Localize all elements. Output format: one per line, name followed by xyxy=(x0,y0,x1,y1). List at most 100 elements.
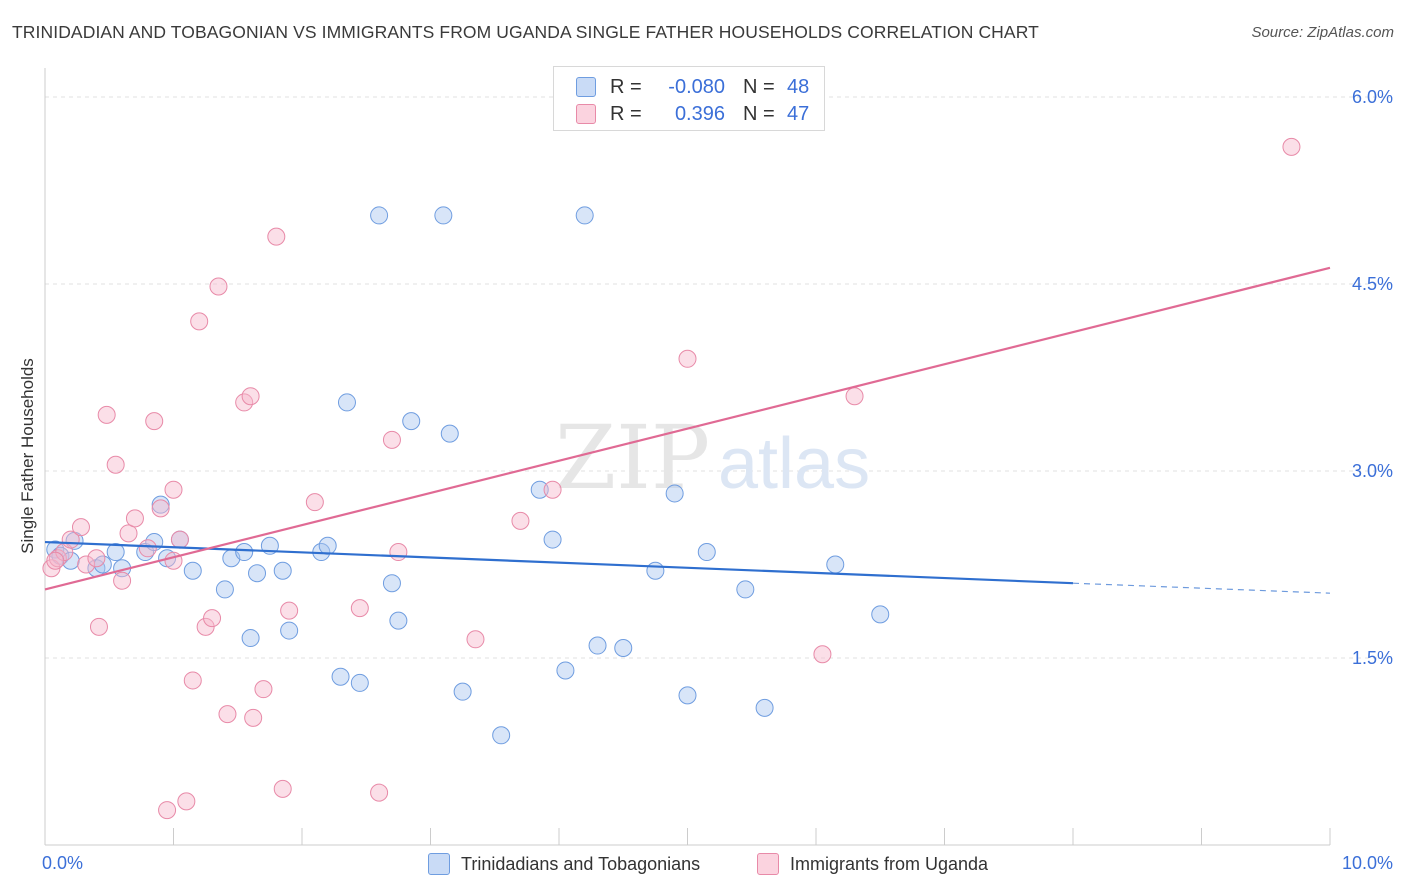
point-uganda xyxy=(218,705,237,724)
point-uganda xyxy=(151,499,170,518)
r-value: -0.080 xyxy=(668,75,725,98)
point-trinidad xyxy=(331,667,350,686)
point-trinidad xyxy=(492,726,511,745)
point-uganda xyxy=(77,555,96,574)
correlation-legend: R = -0.080 N = 48 R = 0.396 N = 47 xyxy=(553,66,825,131)
point-uganda xyxy=(678,349,697,368)
watermark: ZIP atlas xyxy=(555,406,870,509)
point-trinidad xyxy=(440,424,459,443)
point-trinidad xyxy=(183,561,202,580)
legend-label-uganda: Immigrants from Uganda xyxy=(790,853,989,874)
watermark-atlas: atlas xyxy=(718,424,870,504)
point-uganda xyxy=(71,518,90,537)
point-uganda xyxy=(158,801,177,820)
n-value: 48 xyxy=(787,75,810,98)
point-trinidad xyxy=(614,639,633,658)
legend-row-uganda: R = 0.396 N = 47 xyxy=(576,102,809,126)
x-tick-label: 0.0% xyxy=(42,853,83,873)
point-uganda xyxy=(119,524,138,543)
point-uganda xyxy=(106,455,125,474)
point-trinidad xyxy=(826,555,845,574)
point-trinidad xyxy=(389,611,408,630)
point-uganda xyxy=(382,430,401,449)
point-uganda xyxy=(254,680,273,699)
trendline-trinidad-extension xyxy=(1072,582,1331,594)
point-uganda xyxy=(370,783,389,802)
point-trinidad xyxy=(556,661,575,680)
r-label: R = xyxy=(610,75,642,98)
point-uganda xyxy=(164,480,183,499)
point-uganda xyxy=(813,645,832,664)
r-label: R = xyxy=(610,102,642,125)
point-trinidad xyxy=(215,580,234,599)
point-trinidad xyxy=(370,206,389,225)
bottom-legend-uganda: Immigrants from Uganda xyxy=(757,852,988,876)
tick-labels: 1.5% 3.0% 4.5% 6.0% 0.0% 10.0% xyxy=(42,87,1393,873)
point-trinidad xyxy=(382,574,401,593)
point-uganda xyxy=(267,227,286,246)
point-trinidad xyxy=(248,564,267,583)
point-trinidad xyxy=(151,495,170,514)
trendline-trinidad xyxy=(44,540,1074,585)
point-trinidad xyxy=(575,206,594,225)
point-uganda xyxy=(177,792,196,811)
legend-label-trinidad: Trinidadians and Tobagonians xyxy=(461,853,701,874)
point-uganda xyxy=(113,571,132,590)
point-trinidad xyxy=(434,206,453,225)
y-axis-label: Single Father Households xyxy=(18,358,37,554)
point-trinidad xyxy=(280,621,299,640)
point-trinidad xyxy=(241,629,260,648)
x-tick-label: 10.0% xyxy=(1342,853,1393,873)
point-uganda xyxy=(190,312,209,331)
point-uganda xyxy=(244,708,263,727)
point-trinidad xyxy=(350,673,369,692)
point-trinidad xyxy=(235,543,254,562)
y-tick-label: 3.0% xyxy=(1352,461,1393,481)
point-uganda xyxy=(273,779,292,798)
legend-swatch-pink xyxy=(576,104,596,124)
y-tick-label: 1.5% xyxy=(1352,648,1393,668)
point-trinidad xyxy=(530,480,549,499)
axes xyxy=(44,68,1331,846)
point-uganda xyxy=(46,551,65,570)
watermark-zip: ZIP xyxy=(555,406,710,509)
point-uganda xyxy=(350,599,369,618)
point-trinidad xyxy=(273,561,292,580)
bottom-legend-trinidad: Trinidadians and Tobagonians xyxy=(428,852,700,876)
n-label: N = xyxy=(743,75,775,98)
legend-swatch-pink xyxy=(757,853,779,875)
point-uganda xyxy=(89,617,108,636)
legend-row-trinidad: R = -0.080 N = 48 xyxy=(576,75,809,99)
point-uganda xyxy=(389,543,408,562)
point-trinidad xyxy=(453,682,472,701)
point-uganda xyxy=(97,405,116,424)
legend-swatch-blue xyxy=(428,853,450,875)
r-value: 0.396 xyxy=(674,102,725,125)
y-tick-label: 4.5% xyxy=(1352,274,1393,294)
point-uganda xyxy=(1282,137,1301,156)
point-trinidad xyxy=(755,698,774,717)
point-uganda xyxy=(305,493,324,512)
point-uganda xyxy=(203,609,222,628)
point-uganda xyxy=(543,480,562,499)
n-value: 47 xyxy=(787,102,810,125)
point-trinidad xyxy=(678,686,697,705)
point-uganda xyxy=(145,412,164,431)
point-uganda xyxy=(209,277,228,296)
legend-swatch-blue xyxy=(576,77,596,97)
chart-source: Source: ZipAtlas.com xyxy=(1251,24,1394,41)
point-trinidad xyxy=(543,530,562,549)
grid-lines xyxy=(45,96,1392,659)
trendline-uganda xyxy=(44,266,1331,591)
y-tick-label: 6.0% xyxy=(1352,87,1393,107)
point-trinidad xyxy=(337,393,356,412)
point-uganda xyxy=(845,387,864,406)
point-uganda xyxy=(87,549,106,568)
point-uganda xyxy=(125,509,144,528)
point-uganda xyxy=(466,630,485,649)
n-label: N = xyxy=(743,102,775,125)
point-uganda xyxy=(170,530,189,549)
point-uganda xyxy=(183,671,202,690)
point-trinidad xyxy=(736,580,755,599)
